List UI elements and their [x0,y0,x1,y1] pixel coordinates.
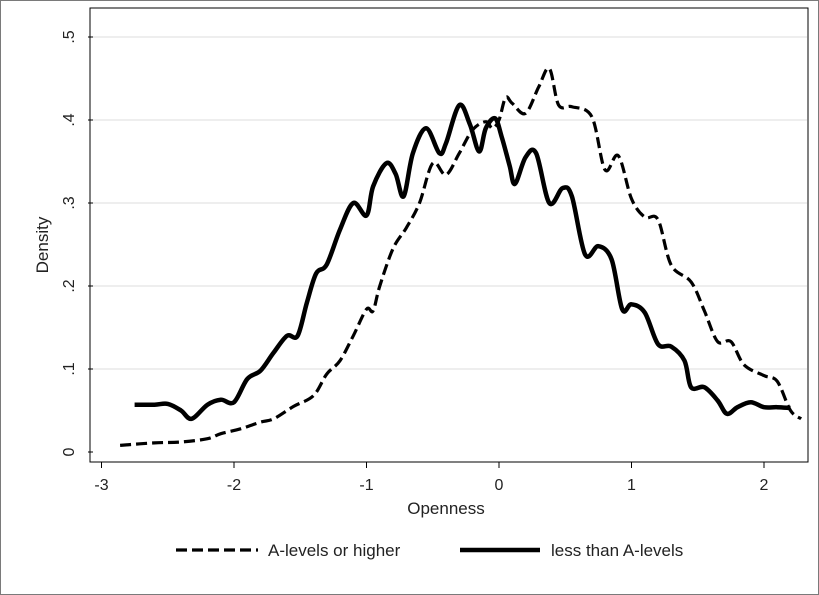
axes: 0 .1 .2 .3 .4 .5 -3 -2 -1 0 1 2 [61,30,808,494]
y-tick-label: .4 [61,113,78,126]
y-tick-label: .3 [61,196,78,209]
plot-area [89,7,809,463]
legend-label-a-levels: A-levels or higher [268,541,401,560]
series-lines [119,66,803,447]
x-tick-label: 2 [760,477,769,494]
y-tick-label: .2 [61,279,78,292]
y-tick-label: .1 [61,362,78,375]
x-tick-label: -3 [94,477,108,494]
legend: A-levels or higher less than A-levels [176,541,683,560]
x-tick-label: -1 [359,477,373,494]
x-tick-label: 1 [627,477,636,494]
y-tick-label: .5 [61,30,78,43]
x-tick-label: -2 [227,477,241,494]
series-line-a-levels [119,66,803,447]
series-line-less-than-a-levels [134,102,791,422]
x-tick-label: 0 [495,477,504,494]
x-axis-label: Openness [407,499,485,518]
legend-label-less-than-a-levels: less than A-levels [551,541,683,560]
y-tick-label: 0 [61,447,78,456]
y-axis-label: Density [33,216,52,273]
